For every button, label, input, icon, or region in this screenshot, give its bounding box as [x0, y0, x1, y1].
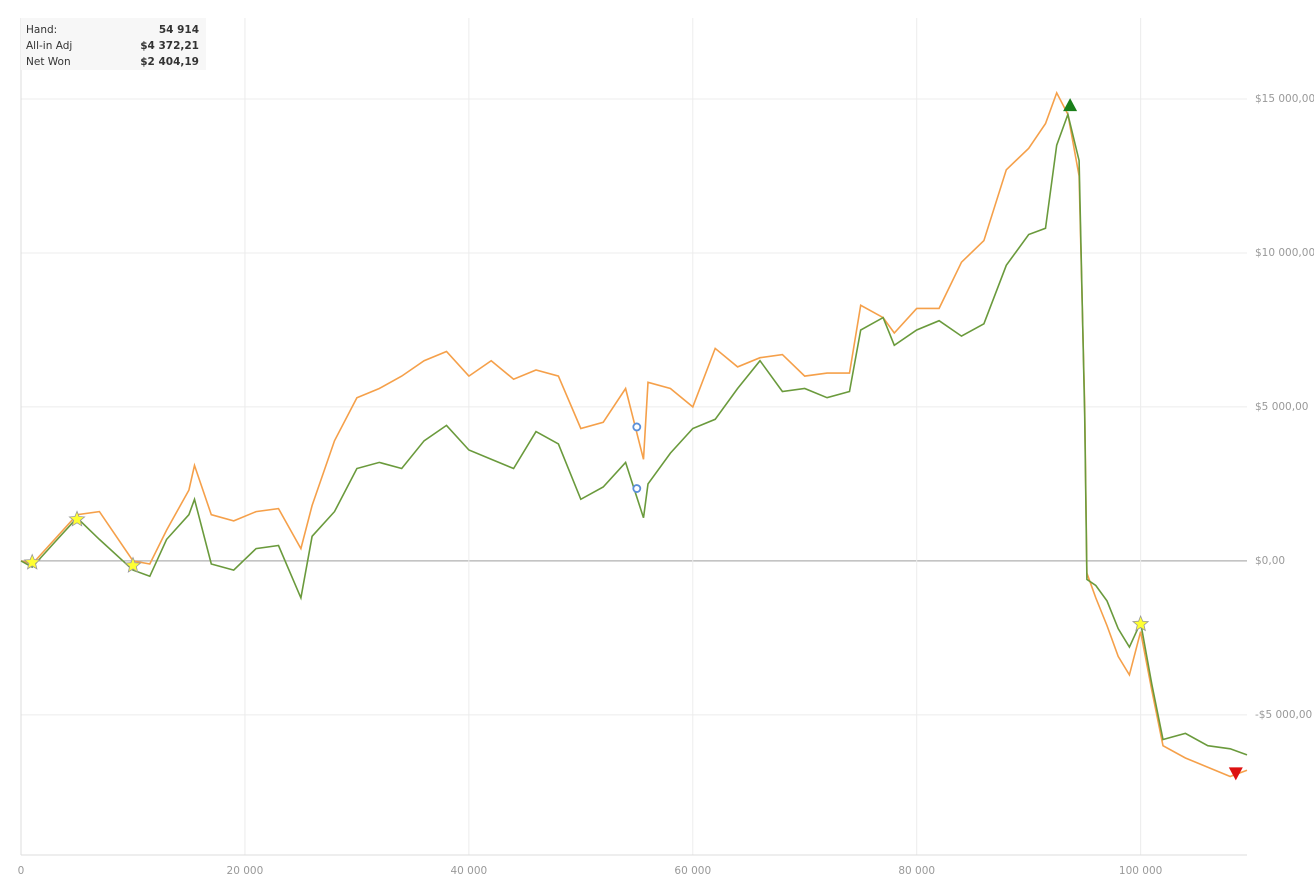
tooltip-label: Hand: — [26, 24, 57, 36]
marker — [124, 556, 142, 573]
marker — [1228, 767, 1243, 781]
x-tick-label: 40 000 — [450, 865, 487, 877]
tooltip-value: $4 372,21 — [140, 40, 199, 52]
y-tick-label: -$5 000,00 — [1255, 709, 1312, 721]
marker — [68, 510, 86, 527]
y-tick-label: $0,00 — [1255, 555, 1285, 567]
tooltip-box — [21, 18, 206, 70]
y-tick-label: $5 000,00 — [1255, 401, 1308, 413]
tooltip: Hand: 54 914 All-in Adj $4 372,21 Net Won $2 … — [21, 18, 206, 70]
y-tick-label: $15 000,00 — [1255, 93, 1314, 105]
series-line — [20, 111, 1248, 756]
x-tick-label: 60 000 — [674, 865, 711, 877]
marker — [1131, 614, 1150, 632]
x-tick-label: 0 — [18, 865, 25, 877]
y-tick-label: $10 000,00 — [1255, 247, 1314, 259]
x-tick-label: 80 000 — [898, 865, 935, 877]
x-tick-label: 100 000 — [1119, 865, 1162, 877]
marker — [23, 553, 41, 570]
marker — [632, 484, 642, 493]
x-tick-label: 20 000 — [227, 865, 264, 877]
marker — [632, 422, 642, 432]
tooltip-value: 54 914 — [159, 24, 199, 36]
marker — [1063, 98, 1078, 112]
tooltip-value: $2 404,19 — [140, 56, 199, 68]
tooltip-label: Net Won — [26, 56, 71, 68]
series-line — [20, 90, 1248, 778]
tooltip-label: All-in Adj — [26, 40, 72, 52]
